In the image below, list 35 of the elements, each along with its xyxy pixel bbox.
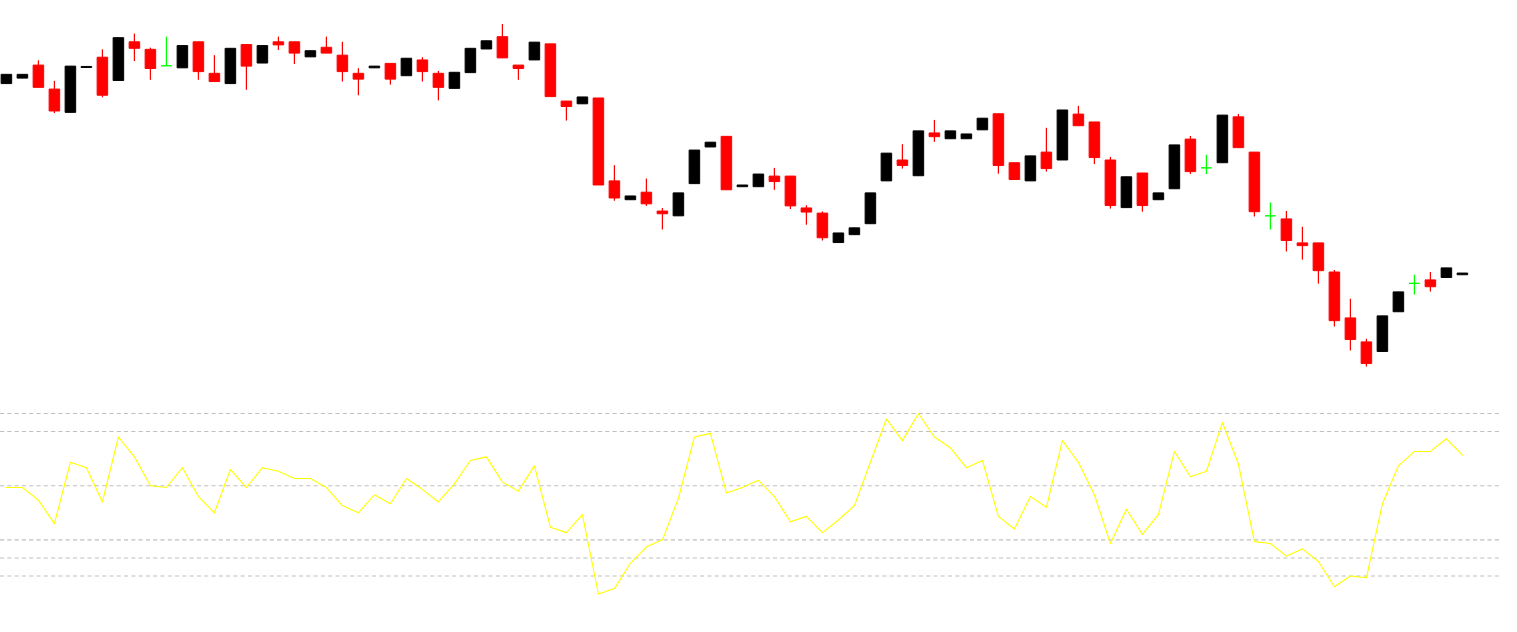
- candlestick: [352, 67, 365, 96]
- candlestick: [1200, 154, 1213, 175]
- candlestick: [496, 23, 509, 59]
- candlestick: [1040, 127, 1053, 173]
- candlestick: [800, 204, 813, 226]
- candlestick: [640, 177, 653, 207]
- candlestick: [176, 44, 189, 69]
- candlestick: [1408, 274, 1421, 296]
- candlestick: [416, 56, 429, 83]
- candlestick: [1344, 298, 1357, 352]
- candlestick: [656, 207, 669, 231]
- candlestick: [928, 119, 941, 143]
- candlestick: [896, 143, 909, 170]
- candlestick: [1360, 338, 1373, 368]
- candlestick: [1264, 201, 1277, 231]
- candlestick: [288, 41, 301, 65]
- candlestick: [608, 164, 621, 202]
- candlestick: [144, 46, 157, 81]
- candlestick: [336, 41, 349, 83]
- candlestick: [160, 36, 173, 67]
- candlestick: [1280, 210, 1293, 253]
- candlestick: [560, 100, 573, 122]
- candlestick: [1296, 226, 1309, 261]
- candlestick: [32, 59, 45, 88]
- candlestick: [384, 62, 397, 86]
- candlestick: [432, 70, 445, 102]
- candlestick: [1072, 105, 1085, 127]
- candlestick: [208, 54, 221, 83]
- candlestick: [48, 80, 61, 114]
- candlestick: [1424, 271, 1437, 293]
- candlestick: [768, 167, 781, 191]
- candlestick: [672, 192, 685, 217]
- candlestick: [128, 32, 141, 62]
- candlestick: [240, 43, 253, 91]
- candlestick: [1392, 291, 1405, 313]
